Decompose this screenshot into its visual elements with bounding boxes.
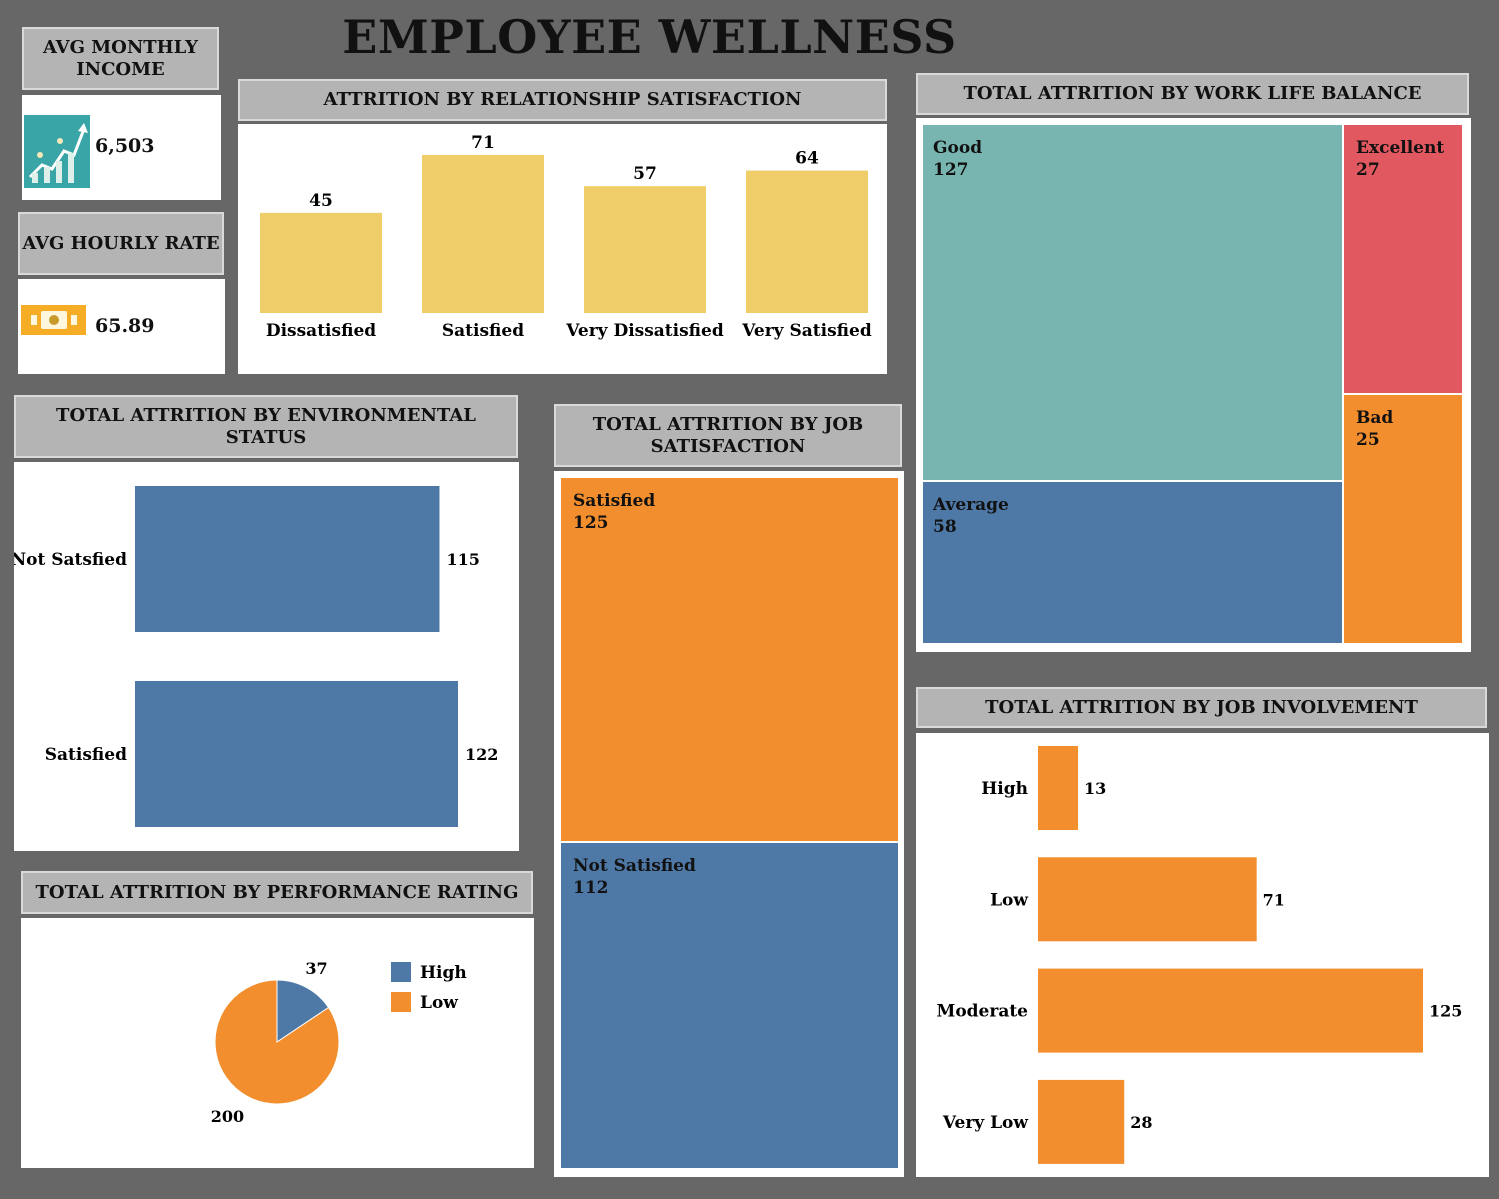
treemap-label: Excellent [1356, 138, 1445, 158]
treemap-cell-average: Average 58 [923, 482, 1344, 643]
income-kpi-value: 6,503 [95, 135, 155, 157]
environment-chart-panel: 115 Not Satsfied 122 Satisfied [11, 462, 519, 851]
data-label: 71 [1263, 890, 1285, 909]
bar [135, 486, 440, 632]
treemap-value: 58 [933, 517, 957, 537]
pie-slice [276, 979, 330, 1043]
relationship-header: ATTRITION BY RELATIONSHIP SATISFACTION [238, 79, 887, 121]
data-label: 64 [795, 149, 819, 169]
data-label: 122 [465, 745, 498, 764]
data-label: 200 [211, 1107, 244, 1126]
data-label: 13 [1084, 779, 1106, 798]
treemap-cell-good: Good 127 [923, 125, 1344, 482]
tick-label: Moderate [937, 1002, 1029, 1022]
bar [1038, 1079, 1125, 1164]
bar [1038, 857, 1257, 942]
bar [1038, 968, 1423, 1053]
treemap-label: Bad [1356, 408, 1394, 428]
tick-label: Satisfied [45, 745, 127, 765]
performance-pie-chart: 37 200 High Low [211, 959, 467, 1126]
data-label: 37 [305, 959, 327, 978]
income-kpi-panel: 6,503 [22, 95, 221, 200]
income-kpi-header: AVG MONTHLY INCOME [22, 27, 219, 90]
data-label: 115 [446, 550, 479, 569]
tick-label: High [981, 779, 1028, 799]
job-involvement-bar-chart: 13 High 71 Low 125 Moderate 28 Very Low [937, 746, 1462, 1164]
treemap-label: Good [933, 138, 983, 158]
bar [422, 155, 544, 313]
page-title: EMPLOYEE WELLNESS [342, 10, 957, 64]
data-label: 125 [1429, 1002, 1462, 1021]
relationship-chart-panel: 45 Dissatisfied 71 Satisfied 57 Very Dissatis… [238, 124, 887, 374]
treemap-label: Not Satisfied [573, 856, 696, 876]
legend-swatch [391, 962, 411, 982]
legend-label: High [420, 963, 467, 983]
treemap-cell-bad: Bad 25 [1344, 395, 1462, 643]
tick-label: Very Satisfied [741, 321, 872, 341]
legend-label: Low [420, 993, 458, 1013]
treemap-value: 27 [1356, 160, 1380, 180]
treemap-value: 125 [573, 513, 609, 533]
bar [746, 170, 868, 313]
relationship-bar-chart: 45 Dissatisfied 71 Satisfied 57 Very Dissatis… [260, 133, 872, 341]
job-involvement-header: TOTAL ATTRITION BY JOB INVOLVEMENT [916, 687, 1487, 728]
treemap-value: 112 [573, 878, 609, 898]
performance-header: TOTAL ATTRITION BY PERFORMANCE RATING [21, 871, 533, 914]
environment-bar-chart: 115 Not Satsfied 122 Satisfied [11, 462, 498, 851]
tick-label: Dissatisfied [266, 321, 376, 341]
work-life-panel: Good 127 Average 58 Excellent 27 Bad 25 [916, 118, 1471, 652]
job-involvement-chart-panel: 13 High 71 Low 125 Moderate 28 Very Low [916, 733, 1489, 1177]
treemap-label: Satisfied [573, 491, 656, 511]
environment-header: TOTAL ATTRITION BY ENVIRONMENTAL STATUS [14, 395, 518, 458]
bar [1038, 746, 1079, 830]
hourly-kpi-value: 65.89 [95, 315, 155, 337]
treemap-cell-satisfied: Satisfied 125 [561, 478, 898, 843]
treemap-value: 25 [1356, 430, 1380, 450]
bar [584, 186, 706, 313]
tick-label: Low [990, 890, 1028, 910]
treemap-cell-excellent: Excellent 27 [1344, 125, 1462, 395]
pie-slice [214, 979, 340, 1105]
growth-chart-icon [24, 115, 90, 188]
job-satisfaction-panel: Satisfied 125 Not Satisfied 112 [554, 471, 904, 1177]
tick-label: Very Dissatisfied [565, 321, 724, 341]
performance-chart-panel: 37 200 High Low [21, 918, 534, 1168]
treemap-cell-not-satisfied: Not Satisfied 112 [561, 843, 898, 1168]
tick-label: Very Low [942, 1113, 1028, 1133]
treemap-value: 127 [933, 160, 969, 180]
hourly-kpi-panel: 65.89 [18, 279, 225, 374]
tick-label: Not Satsfied [14, 550, 127, 570]
bar [135, 681, 458, 827]
data-label: 28 [1130, 1113, 1152, 1132]
tick-label: Satisfied [442, 321, 524, 341]
hourly-kpi-header: AVG HOURLY RATE [18, 212, 224, 275]
money-icon [21, 305, 86, 335]
bar [260, 212, 382, 313]
legend-swatch [391, 992, 411, 1012]
data-label: 45 [309, 191, 333, 211]
data-label: 71 [471, 133, 495, 153]
job-satisfaction-header: TOTAL ATTRITION BY JOB SATISFACTION [554, 404, 902, 467]
treemap-label: Average [933, 495, 1009, 515]
work-life-header: TOTAL ATTRITION BY WORK LIFE BALANCE [916, 73, 1469, 115]
data-label: 57 [633, 164, 657, 184]
